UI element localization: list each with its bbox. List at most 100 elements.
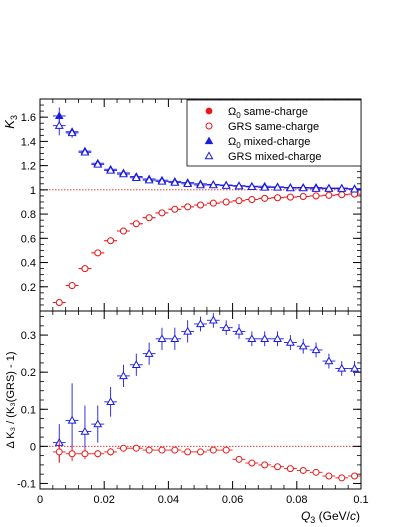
data-point — [337, 363, 347, 372]
lower-y-tick-label: 0.1 — [21, 404, 36, 416]
data-point — [338, 191, 346, 199]
data-point — [106, 165, 116, 174]
data-point — [248, 459, 256, 467]
data-point — [338, 474, 346, 482]
data-point — [324, 184, 334, 192]
upper-series-open-circle — [52, 190, 361, 307]
data-point — [222, 198, 230, 206]
legend-label: Ω0 mixed-charge — [228, 136, 310, 150]
data-point — [81, 265, 89, 273]
data-point — [260, 182, 270, 191]
data-point — [298, 183, 308, 192]
x-tick-label: 0 — [37, 494, 43, 506]
data-point — [145, 214, 153, 222]
lower-y-axis-label: Δ K₃ / (K₃(GRS) - 1) — [5, 352, 17, 449]
legend-label: GRS same-charge — [228, 121, 319, 133]
data-point — [312, 192, 320, 200]
data-point — [107, 448, 115, 456]
legend-marker — [204, 136, 214, 145]
data-point — [221, 323, 231, 331]
x-axis-label: Q3 (GeV/c) — [301, 509, 360, 525]
upper-y-tick-label: 0.8 — [21, 209, 36, 221]
data-point — [118, 371, 128, 380]
legend-label: GRS mixed-charge — [228, 151, 322, 163]
lower-y-tick-label: -0.1 — [17, 478, 36, 490]
legend-label-main: Ω — [228, 106, 236, 118]
data-point — [221, 181, 231, 189]
data-point — [158, 446, 166, 454]
upper-y-tick-label: 0.4 — [21, 258, 36, 270]
data-point — [285, 337, 295, 346]
upper-y-axis-label: K3 — [2, 115, 19, 129]
data-point — [68, 450, 76, 458]
data-point — [54, 121, 64, 129]
upper-y-tick-label: 1.2 — [21, 161, 36, 173]
data-point — [324, 356, 334, 365]
data-point — [222, 446, 230, 454]
data-point — [234, 181, 244, 190]
data-point — [350, 184, 360, 193]
data-point — [325, 472, 333, 480]
data-point — [118, 169, 128, 178]
data-point — [209, 199, 217, 207]
data-point — [145, 446, 153, 454]
data-point — [131, 360, 141, 368]
data-point — [81, 450, 89, 458]
data-point — [55, 448, 63, 456]
lower-panel: -0.100.10.20.30 0.02 0.04 0.06 0.08 0.1 — [17, 311, 369, 506]
data-point — [67, 128, 77, 137]
x-axis-label-unit-c: c — [350, 509, 356, 523]
data-point — [184, 448, 192, 456]
data-point — [184, 203, 192, 211]
data-point — [171, 205, 179, 213]
data-point — [285, 183, 295, 192]
legend-label: Ω0 same-charge — [228, 106, 308, 120]
data-point — [119, 444, 127, 452]
data-point — [157, 176, 167, 185]
data-point — [171, 446, 179, 454]
data-point — [94, 450, 102, 458]
data-point — [261, 194, 269, 202]
data-point — [273, 334, 283, 343]
data-point — [183, 179, 193, 187]
data-point — [107, 237, 115, 245]
legend-marker — [204, 151, 214, 160]
data-point — [170, 177, 180, 186]
data-point — [351, 472, 359, 480]
data-point — [274, 194, 282, 202]
data-point — [209, 446, 217, 454]
upper-series-open-triangle — [52, 115, 361, 193]
data-point — [350, 363, 360, 372]
legend-label-main: GRS mixed-charge — [228, 151, 322, 163]
data-point — [80, 147, 90, 156]
legend-label-sub: 0 — [236, 141, 241, 150]
lower-series-open-triangle — [52, 312, 361, 462]
data-point — [286, 465, 294, 473]
data-point — [273, 182, 283, 191]
x-axis-label-main: Q — [301, 509, 310, 523]
x-tick-label: 0.08 — [286, 494, 307, 506]
lower-y-tick-label: 0 — [30, 441, 36, 453]
upper-y-tick-label: 0.6 — [21, 233, 36, 245]
data-point — [247, 334, 257, 343]
data-point — [299, 193, 307, 201]
data-point — [260, 334, 270, 343]
legend-label-main: GRS same-charge — [228, 121, 319, 133]
data-point — [325, 191, 333, 199]
data-point — [248, 196, 256, 204]
data-point — [196, 180, 205, 189]
x-axis-label-sub: 3 — [310, 515, 315, 525]
legend-label-rest: mixed-charge — [241, 136, 311, 148]
upper-y-tick-label: 1.4 — [21, 136, 36, 148]
data-point — [197, 448, 204, 456]
x-tick-label: 0.04 — [158, 494, 179, 506]
data-point — [106, 397, 116, 406]
data-point — [197, 201, 204, 209]
x-axis-label-close: ) — [356, 509, 360, 523]
data-point — [170, 334, 180, 343]
data-point — [311, 345, 321, 354]
lower-series-open-circle — [52, 440, 361, 482]
data-point — [119, 227, 127, 235]
